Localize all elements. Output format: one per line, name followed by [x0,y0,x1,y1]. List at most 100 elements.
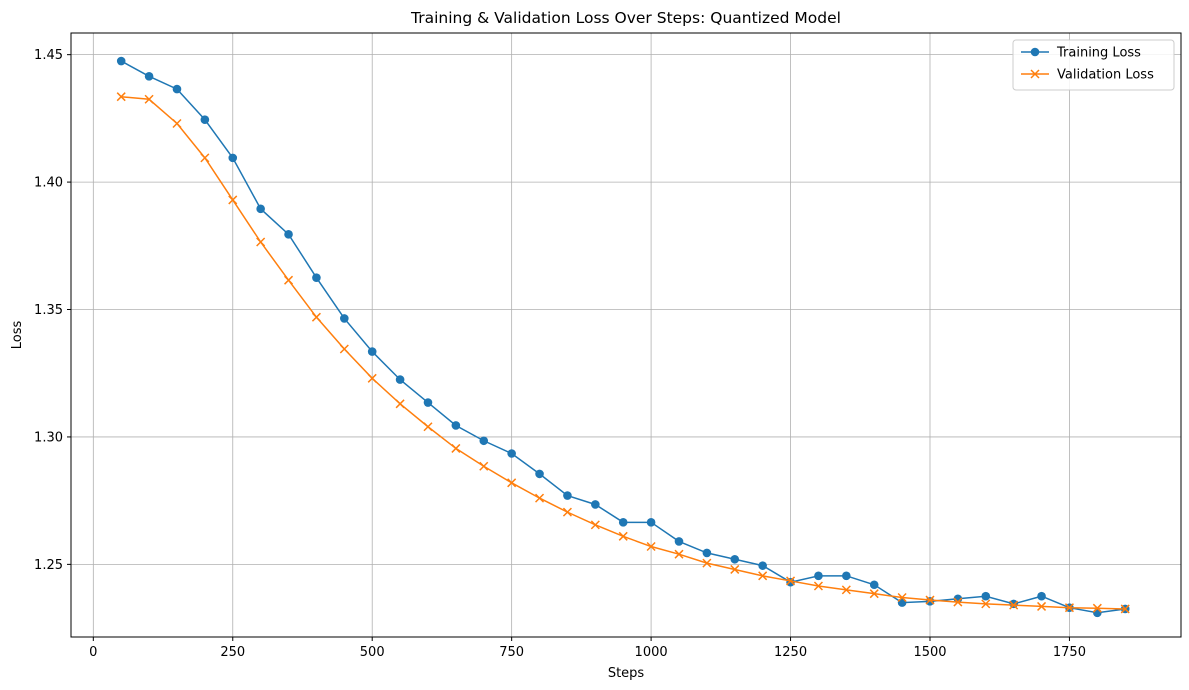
legend: Training Loss Validation Loss [1012,39,1175,91]
training-loss-point [423,398,433,407]
validation-loss-point [730,564,740,574]
x-tick-label: 1000 [635,645,668,660]
training-loss-point [730,554,740,564]
y-axis-ticks: 1.25 1.30 1.35 1.40 1.45 [34,48,71,573]
validation-loss-point [1092,603,1102,613]
training-loss-point [451,421,461,430]
validation-loss-point [144,94,154,104]
validation-loss-point [618,531,628,541]
training-loss-point [925,597,935,606]
x-axis-label: Steps [608,666,645,681]
y-tick-label: 1.40 [34,176,63,191]
validation-loss-point [953,597,963,607]
training-loss-point [1037,591,1046,601]
validation-loss-point [339,344,349,354]
training-loss-point [116,56,126,66]
x-tick-label: 1750 [1053,645,1086,660]
validation-loss-point [813,581,823,591]
legend-label-training-loss: Training Loss [1056,46,1141,61]
x-tick-label: 500 [360,645,385,660]
training-loss-point [367,347,377,356]
y-tick-label: 1.45 [34,48,63,63]
validation-loss-series [116,92,1130,614]
validation-loss-point [284,275,294,285]
x-axis-ticks: 0 250 500 750 1000 1250 1500 1750 [89,637,1086,660]
validation-loss-point [228,195,238,205]
validation-loss-point [311,312,321,322]
legend-marker-validation-loss [1030,69,1040,79]
validation-loss-point [590,520,600,530]
grid-lines [71,33,1181,637]
x-tick-label: 750 [499,645,524,660]
training-loss-point [646,518,656,527]
training-loss-point [842,571,851,581]
training-loss-point [618,518,628,527]
y-axis-label: Loss [10,321,25,350]
validation-loss-point [395,399,405,409]
training-loss-point [507,449,516,458]
validation-loss-point [981,599,991,609]
validation-loss-point [423,422,433,432]
training-loss-point [395,375,405,384]
training-loss-point [1009,599,1018,609]
validation-loss-point [674,549,684,559]
validation-loss-point [535,493,545,503]
validation-loss-point [841,585,851,595]
validation-loss-point [786,576,796,586]
validation-loss-point [925,595,935,605]
validation-loss-point [897,592,907,603]
validation-loss-point [1064,603,1074,613]
training-loss-point [702,548,712,558]
training-loss-point [591,500,600,509]
training-loss-point [814,571,823,581]
training-loss-point [256,204,265,214]
training-loss-point [869,580,879,590]
validation-loss-point [702,558,712,568]
validation-loss-point [451,443,461,453]
validation-loss-point [758,571,768,581]
training-loss-point [144,72,154,81]
training-loss-point [228,153,238,163]
training-loss-point [479,436,489,446]
x-tick-label: 1250 [774,645,807,660]
validation-loss-point [1037,601,1047,611]
validation-loss-point [1009,600,1019,610]
y-tick-label: 1.25 [34,558,63,573]
series-layer [116,56,1130,618]
legend-label-validation-loss: Validation Loss [1057,68,1154,83]
training-loss-point [172,84,182,94]
training-loss-point [312,273,321,282]
plot-frame [70,32,1182,638]
validation-loss-point [116,92,126,102]
validation-loss-point [562,507,572,517]
validation-loss-point [367,373,377,383]
training-loss-line [120,60,1126,614]
y-tick-label: 1.35 [34,303,63,318]
x-tick-label: 0 [89,645,97,660]
validation-loss-point [172,118,182,129]
training-loss-point [981,591,991,601]
training-loss-point [200,115,210,124]
training-loss-point [340,314,349,323]
validation-loss-line [121,95,1126,610]
validation-loss-point [646,541,656,552]
legend-box [1012,39,1175,91]
validation-loss-point [507,478,517,488]
training-loss-point [563,491,572,500]
x-tick-label: 250 [220,645,245,660]
validation-loss-point [1120,604,1130,614]
validation-loss-point [869,589,879,599]
x-tick-label: 1500 [913,645,946,660]
chart-title: Training & Validation Loss Over Steps: Q… [410,9,841,27]
training-loss-point [535,469,544,479]
training-loss-point [284,230,293,239]
training-loss-point [1093,608,1102,618]
validation-loss-point [200,153,210,163]
y-tick-label: 1.30 [34,430,63,445]
training-loss-point [674,537,684,546]
legend-marker-training-loss [1030,47,1040,57]
training-loss-series [116,56,1130,618]
training-loss-point [758,561,767,570]
validation-loss-point [479,461,489,471]
